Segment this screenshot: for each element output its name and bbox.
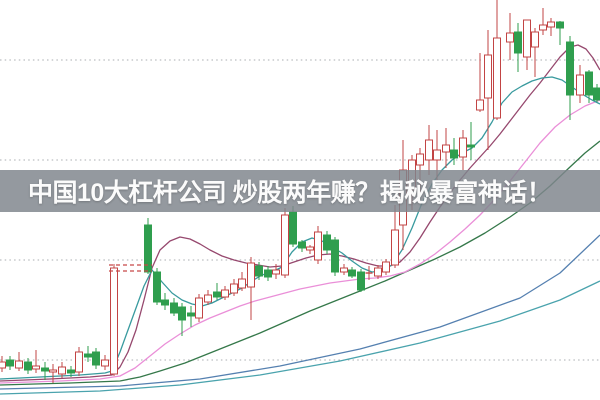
candle-up: [425, 139, 433, 161]
candle-up: [340, 267, 348, 273]
candle-up: [523, 19, 531, 58]
headline-banner: 中国10大杠杆公司 炒股两年赚？揭秘暴富神话！: [0, 170, 600, 212]
candle-up: [547, 21, 555, 28]
candle-up: [484, 54, 492, 99]
ma-line-MA10: [0, 44, 600, 382]
candle-down: [255, 265, 263, 277]
candle-up: [459, 137, 467, 158]
candle-down: [178, 306, 186, 321]
candle-up: [493, 37, 501, 119]
candle-down: [331, 239, 339, 273]
candle-up: [272, 269, 280, 275]
candle-down: [348, 269, 356, 277]
candle-up: [32, 365, 40, 370]
candle-up: [110, 267, 118, 375]
candle-down: [298, 241, 306, 249]
candle-up: [0, 361, 6, 369]
candle-down: [556, 21, 564, 29]
ma-line-MA120: [0, 280, 600, 395]
candle-up: [531, 31, 539, 48]
headline-text: 中国10大杠杆公司 炒股两年赚？揭秘暴富神话！: [28, 179, 552, 207]
candle-up: [576, 74, 584, 96]
candle-down: [153, 271, 161, 303]
candle-down: [450, 149, 458, 159]
candle-up: [442, 144, 450, 153]
candle-up: [195, 297, 203, 319]
candle-down: [161, 299, 169, 306]
candle-down: [264, 269, 272, 278]
candle-up: [306, 246, 314, 251]
candle-up: [221, 289, 229, 298]
candle-up: [433, 149, 441, 161]
candle-down: [514, 31, 522, 54]
candle-up: [314, 231, 322, 261]
candle-up: [15, 360, 23, 369]
candle-down: [92, 351, 100, 366]
candle-down: [323, 234, 331, 251]
candle-up: [204, 294, 212, 303]
candle-down: [467, 144, 475, 148]
candle-down: [566, 41, 574, 96]
candle-up: [49, 369, 57, 373]
candle-up: [382, 261, 390, 273]
candle-down: [41, 367, 49, 372]
candle-up: [476, 99, 484, 111]
candle-down: [593, 87, 600, 101]
candle-down: [213, 291, 221, 298]
candle-up: [374, 267, 382, 277]
ma-line-MA60: [0, 234, 600, 390]
candle-down: [357, 271, 365, 291]
candle-up: [75, 351, 83, 373]
candle-down: [289, 211, 297, 245]
candle-up: [539, 24, 547, 31]
ma-line-MA5: [0, 76, 600, 380]
candle-down: [84, 353, 92, 358]
candle-down: [187, 312, 195, 317]
candle-up: [391, 229, 399, 266]
candle-down: [24, 361, 32, 371]
candle-down: [67, 369, 75, 374]
candle-up: [58, 366, 66, 375]
candle-down: [144, 224, 152, 273]
candle-up: [281, 214, 289, 276]
candle-down: [6, 359, 14, 367]
candle-up: [506, 32, 514, 43]
candle-down: [170, 302, 178, 314]
candle-up: [416, 153, 424, 166]
candle-up: [238, 278, 246, 289]
candle-up: [247, 262, 255, 288]
candle-down: [585, 71, 593, 96]
candle-up: [101, 359, 109, 367]
candle-up: [230, 283, 238, 294]
